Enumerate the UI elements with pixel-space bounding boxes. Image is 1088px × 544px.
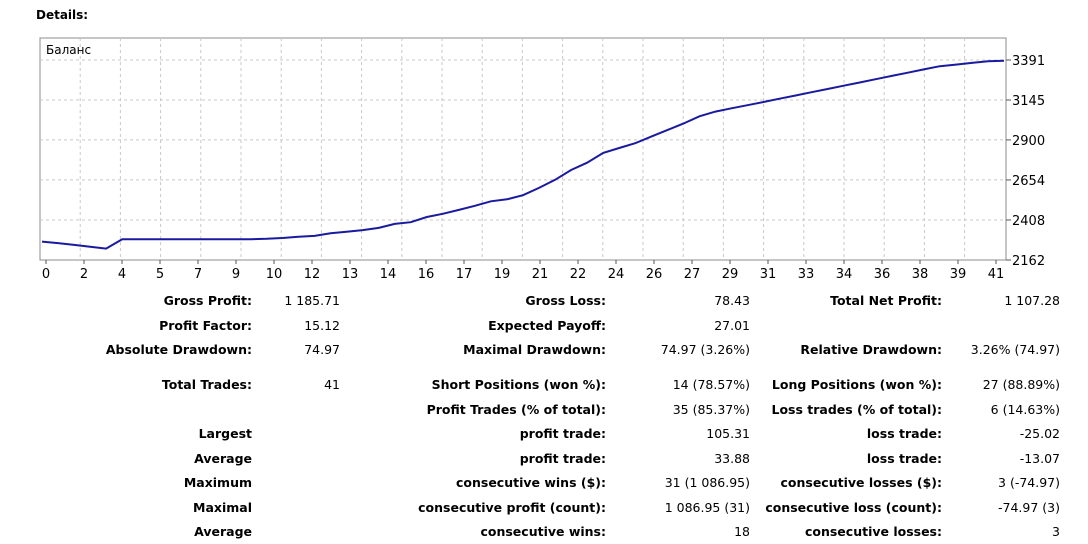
- max-consecutive-losses-value: 3 (-74.97): [998, 475, 1060, 490]
- average-profit-trade-value: 33.88: [714, 451, 750, 466]
- x-tick-label: 34: [836, 267, 853, 282]
- y-tick-label: 2900: [1012, 134, 1045, 149]
- x-tick-label: 9: [232, 267, 240, 282]
- x-tick-label: 17: [456, 267, 473, 282]
- x-tick-label: 22: [570, 267, 587, 282]
- relative-drawdown-value: 3.26% (74.97): [970, 342, 1060, 357]
- x-tick-label: 31: [760, 267, 777, 282]
- expected-payoff-value: 27.01: [714, 318, 750, 333]
- balance-series-line: [41, 59, 1005, 250]
- x-tick-label: 29: [722, 267, 739, 282]
- largest-label: Largest: [198, 426, 252, 441]
- profit-trades-value: 35 (85.37%): [672, 402, 750, 417]
- x-tick-label: 39: [950, 267, 967, 282]
- gross-loss-value: 78.43: [714, 293, 750, 308]
- maximal-drawdown-value: 74.97 (3.26%): [660, 342, 750, 357]
- x-tick-label: 36: [874, 267, 891, 282]
- x-tick-label: 0: [42, 267, 50, 282]
- max-consecutive-losses-label: consecutive losses ($):: [780, 475, 942, 490]
- relative-drawdown-label: Relative Drawdown:: [800, 342, 942, 357]
- maximal-drawdown-label: Maximal Drawdown:: [463, 342, 606, 357]
- total-trades-label: Total Trades:: [161, 377, 252, 392]
- average-consecutive-label: Average: [194, 524, 252, 539]
- x-tick-label: 13: [342, 267, 359, 282]
- loss-trades-value: 6 (14.63%): [990, 402, 1060, 417]
- gross-loss-label: Gross Loss:: [525, 293, 606, 308]
- x-tick-label: 10: [266, 267, 283, 282]
- largest-loss-trade-value: -25.02: [1019, 426, 1060, 441]
- x-tick-label: 5: [156, 267, 164, 282]
- details-title: Details:: [36, 8, 89, 22]
- profit-factor-label: Profit Factor:: [159, 318, 252, 333]
- profit-factor-value: 15.12: [304, 318, 340, 333]
- maximal-label: Maximal: [193, 500, 252, 515]
- x-tick-label: 19: [494, 267, 511, 282]
- average-profit-trade-label: profit trade:: [519, 451, 606, 466]
- expected-payoff-label: Expected Payoff:: [488, 318, 606, 333]
- loss-trades-label: Loss trades (% of total):: [771, 402, 942, 417]
- x-tick-label: 27: [684, 267, 701, 282]
- x-tick-label: 38: [912, 267, 929, 282]
- long-positions-label: Long Positions (won %):: [771, 377, 942, 392]
- x-tick-label: 21: [532, 267, 549, 282]
- y-tick-label: 2162: [1012, 254, 1045, 269]
- legend-label: Баланс: [46, 43, 91, 57]
- y-tick-label: 3391: [1012, 54, 1045, 69]
- short-positions-value: 14 (78.57%): [672, 377, 750, 392]
- absolute-drawdown-value: 74.97: [304, 342, 340, 357]
- x-tick-label: 24: [608, 267, 625, 282]
- x-tick-label: 2: [80, 267, 88, 282]
- y-tick-label: 2408: [1012, 214, 1045, 229]
- x-tick-label: 7: [194, 267, 202, 282]
- total-net-profit-value: 1 107.28: [1004, 293, 1060, 308]
- maximum-label: Maximum: [183, 475, 252, 490]
- max-consecutive-wins-label: consecutive wins ($):: [455, 475, 606, 490]
- long-positions-value: 27 (88.89%): [982, 377, 1060, 392]
- average-loss-trade-value: -13.07: [1019, 451, 1060, 466]
- x-tick-label: 33: [798, 267, 815, 282]
- x-tick-label: 12: [304, 267, 321, 282]
- short-positions-label: Short Positions (won %):: [431, 377, 606, 392]
- x-tick-label: 41: [988, 267, 1005, 282]
- avg-consecutive-wins-value: 18: [734, 524, 750, 539]
- avg-consecutive-losses-value: 3: [1052, 524, 1060, 539]
- total-trades-value: 41: [324, 377, 340, 392]
- largest-profit-trade-label: profit trade:: [519, 426, 606, 441]
- avg-consecutive-wins-label: consecutive wins:: [480, 524, 606, 539]
- plot-area: [39, 37, 1007, 261]
- gross-profit-value: 1 185.71: [284, 293, 340, 308]
- gross-profit-label: Gross Profit:: [163, 293, 252, 308]
- avg-consecutive-losses-label: consecutive losses:: [804, 524, 942, 539]
- max-consecutive-wins-value: 31 (1 086.95): [664, 475, 750, 490]
- balance-chart: Баланс 0 2 4 5 7 9 10 12 13 14 16 17 19 21 22 24 26 27 29 3…: [39, 37, 1045, 282]
- y-tick-label: 3145: [1012, 94, 1045, 109]
- x-tick-label: 4: [118, 267, 126, 282]
- largest-profit-trade-value: 105.31: [706, 426, 750, 441]
- max-consecutive-profit-value: 1 086.95 (31): [664, 500, 750, 515]
- x-tick-label: 16: [418, 267, 435, 282]
- average-loss-trade-label: loss trade:: [866, 451, 942, 466]
- max-consecutive-loss-value: -74.97 (3): [998, 500, 1060, 515]
- absolute-drawdown-label: Absolute Drawdown:: [105, 342, 252, 357]
- y-tick-label: 2654: [1012, 174, 1045, 189]
- max-consecutive-profit-label: consecutive profit (count):: [418, 500, 606, 515]
- profit-trades-label: Profit Trades (% of total):: [426, 402, 606, 417]
- x-tick-label: 26: [646, 267, 663, 282]
- max-consecutive-loss-label: consecutive loss (count):: [765, 500, 942, 515]
- largest-loss-trade-label: loss trade:: [866, 426, 942, 441]
- total-net-profit-label: Total Net Profit:: [830, 293, 942, 308]
- average-label: Average: [194, 451, 252, 466]
- x-tick-label: 14: [380, 267, 397, 282]
